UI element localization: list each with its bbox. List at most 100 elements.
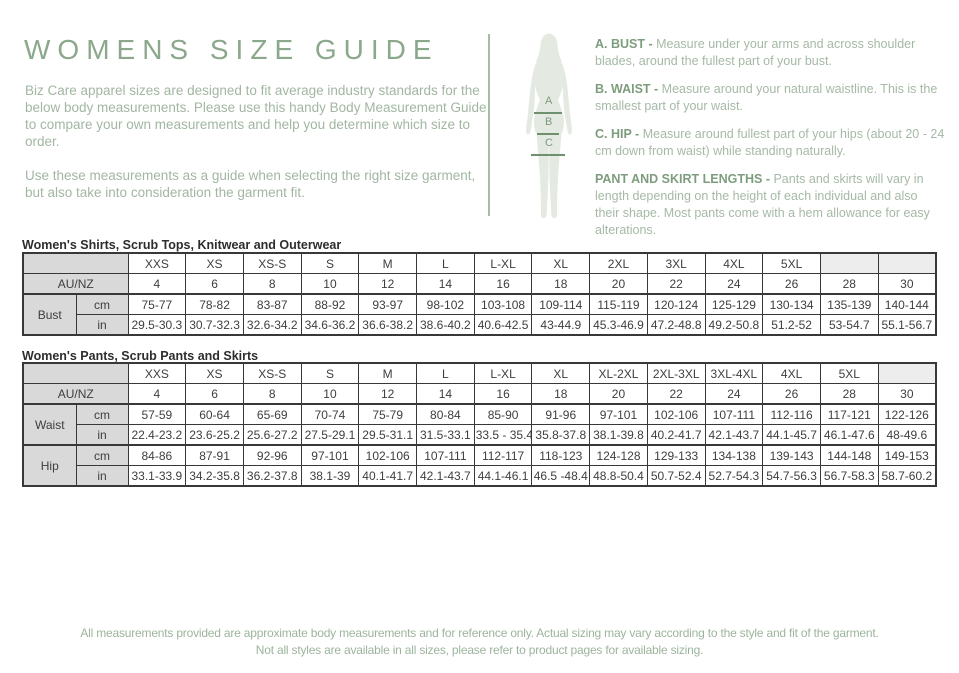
aunz-value: 4	[127, 273, 187, 295]
aunz-value: 8	[242, 383, 302, 405]
corner-cell	[22, 362, 129, 384]
unit-label-cm: cm	[75, 293, 129, 315]
waist-cm-value: 122-126	[877, 403, 937, 425]
hip-cm-value: 107-111	[416, 444, 475, 466]
bust-in-value: 51.2-52	[762, 314, 821, 336]
waist-in-value: 40.2-41.7	[646, 424, 706, 446]
size-header-3XL-4XL: 3XL-4XL	[704, 362, 764, 384]
aunz-label: AU/NZ	[22, 273, 129, 295]
aunz-value: 20	[589, 273, 648, 295]
marker-letter-b: B	[545, 116, 553, 128]
bust-in-value: 47.2-48.8	[646, 314, 706, 336]
size-header-L-XL: L-XL	[473, 252, 533, 274]
waist-in-value: 23.6-25.2	[185, 424, 244, 446]
hip-in-value: 42.1-43.7	[416, 465, 475, 487]
hip-cm-value: 144-148	[819, 444, 879, 466]
aunz-value: 14	[416, 273, 475, 295]
aunz-value: 18	[531, 273, 591, 295]
aunz-value: 10	[300, 273, 360, 295]
bust-cm-value: 140-144	[877, 293, 937, 315]
hip-cm-value: 84-86	[127, 444, 187, 466]
waist-cm-value: 80-84	[416, 403, 475, 425]
hip-in-value: 52.7-54.3	[704, 465, 764, 487]
waist-cm-value: 75-79	[358, 403, 418, 425]
bust-in-value: 38.6-40.2	[416, 314, 475, 336]
intro-text-block: Biz Care apparel sizes are designed to f…	[25, 82, 487, 218]
bust-in-value: 55.1-56.7	[877, 314, 937, 336]
aunz-value: 30	[877, 383, 937, 405]
hip-in-value: 50.7-52.4	[646, 465, 706, 487]
waist-in-row: in 22.4-23.2 23.6-25.2 25.6-27.2 27.5-29.1 29…	[23, 424, 937, 446]
pants-size-table: XXS XS XS-S S M L L-XL XL XL-2XL 2XL-3XL 3XL-4XL 4X…	[22, 362, 937, 487]
waist-in-value: 38.1-39.8	[589, 424, 648, 446]
aunz-value: 16	[473, 273, 533, 295]
hip-cm-row: Hip cm 84-86 87-91 92-96 97-101 102-106 107-111…	[22, 444, 937, 487]
instruction-item-2: C. HIP - Measure around fullest part of …	[595, 127, 945, 158]
waist-in-value: 25.6-27.2	[242, 424, 302, 446]
unit-label-in: in	[75, 465, 129, 487]
size-header-S: S	[300, 362, 360, 384]
hip-in-value: 58.7-60.2	[877, 465, 937, 487]
footer-line-1: All measurements provided are approximat…	[80, 626, 879, 640]
bust-in-value: 45.3-46.9	[589, 314, 648, 336]
aunz-value: 12	[358, 273, 418, 295]
aunz-label: AU/NZ	[22, 383, 129, 405]
corner-cell	[22, 252, 129, 274]
table-title-pants: Women's Pants, Scrub Pants and Skirts	[22, 349, 259, 363]
footer-disclaimer: All measurements provided are approximat…	[0, 627, 959, 661]
instruction-label: PANT AND SKIRT LENGTHS -	[595, 172, 774, 186]
hip-cm-value: 112-117	[473, 444, 533, 466]
aunz-value: 22	[646, 273, 706, 295]
hip-cm-value: 134-138	[704, 444, 764, 466]
hip-cm-value: 102-106	[358, 444, 418, 466]
waist-cm-value: 70-74	[300, 403, 360, 425]
unit-label-in: in	[75, 424, 129, 446]
intro-paragraph-1: Biz Care apparel sizes are designed to f…	[25, 83, 487, 149]
bust-in-value: 53-54.7	[819, 314, 879, 336]
hip-in-value: 54.7-56.3	[762, 465, 821, 487]
bust-cm-value: 115-119	[589, 293, 648, 315]
waist-cm-value: 65-69	[242, 403, 302, 425]
waist-cm-value: 112-116	[762, 403, 821, 425]
aunz-value: 24	[704, 273, 764, 295]
aunz-row: AU/NZ 4 6 8 10 12 14 16 18 20 22 24 26 28 30	[22, 273, 937, 295]
empty-size-header	[819, 252, 879, 274]
size-header-XS: XS	[185, 252, 244, 274]
aunz-value: 20	[589, 383, 648, 405]
hip-cm-value: 118-123	[531, 444, 591, 466]
bust-in-value: 40.6-42.5	[473, 314, 533, 336]
waist-cm-value: 102-106	[646, 403, 706, 425]
bust-cm-value: 75-77	[127, 293, 187, 315]
hip-cm-value: 139-143	[762, 444, 821, 466]
bust-cm-value: 125-129	[704, 293, 764, 315]
bust-cm-value: 120-124	[646, 293, 706, 315]
aunz-value: 4	[127, 383, 187, 405]
aunz-value: 26	[762, 383, 821, 405]
intro-paragraph-2: Use these measurements as a guide when s…	[25, 168, 476, 200]
female-silhouette-icon	[526, 33, 572, 219]
size-header-XXS: XXS	[127, 252, 187, 274]
bust-in-value: 36.6-38.2	[358, 314, 418, 336]
hip-in-value: 46.5 -48.4	[531, 465, 591, 487]
marker-letter-c: C	[545, 137, 553, 149]
aunz-value: 12	[358, 383, 418, 405]
hip-in-value: 33.1-33.9	[127, 465, 187, 487]
aunz-value: 6	[185, 273, 244, 295]
hip-in-value: 40.1-41.7	[358, 465, 418, 487]
bust-in-value: 43-44.9	[531, 314, 591, 336]
bust-cm-value: 103-108	[473, 293, 533, 315]
hip-in-value: 56.7-58.3	[819, 465, 879, 487]
waist-in-value: 46.1-47.6	[819, 424, 879, 446]
bust-in-value: 32.6-34.2	[242, 314, 302, 336]
bust-cm-value: 83-87	[242, 293, 302, 315]
hip-cm-value: 97-101	[300, 444, 360, 466]
bust-cm-value: 98-102	[416, 293, 475, 315]
waist-in-value: 42.1-43.7	[704, 424, 764, 446]
aunz-value: 14	[416, 383, 475, 405]
bust-in-value: 29.5-30.3	[127, 314, 187, 336]
size-header-4XL: 4XL	[762, 362, 821, 384]
hip-in-value: 38.1-39	[300, 465, 360, 487]
bust-cm-value: 78-82	[185, 293, 244, 315]
size-header-2XL-3XL: 2XL-3XL	[646, 362, 706, 384]
waist-cm-value: 60-64	[185, 403, 244, 425]
